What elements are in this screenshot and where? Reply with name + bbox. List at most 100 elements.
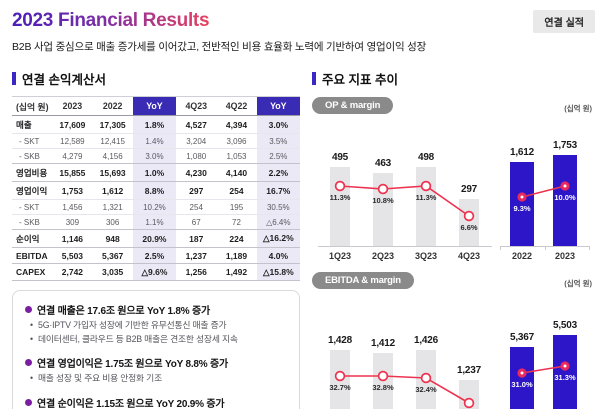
bar-value-label: 5,367 xyxy=(509,332,535,343)
table-cell: 8.8% xyxy=(132,181,177,200)
table-cell: 1,256 xyxy=(185,267,207,277)
chart-bar xyxy=(459,380,479,409)
table-cell: 4,156 xyxy=(102,151,123,161)
slide-header: 2023 Financial Results 연결 실적 B2B 사업 중심으로… xyxy=(0,0,600,54)
margin-percent-label: 6.6% xyxy=(460,223,478,232)
table-cell: 5,367 xyxy=(102,250,124,261)
x-axis-label: 4Q23 xyxy=(457,251,481,261)
chart-bar xyxy=(416,350,436,409)
highlight-item: 연결 영업이익은 1.75조 원으로 YoY 8.8% 증가 매출 성장 및 주… xyxy=(25,355,287,386)
row-label: - SKB xyxy=(19,151,40,161)
table-cell: 1.4% xyxy=(132,133,177,149)
table-cell: 3.0% xyxy=(256,115,300,134)
table-row: - SKT 1,456 1,321 10.2% 254 195 30.5% xyxy=(12,199,300,215)
row-label: 순이익 xyxy=(16,233,40,244)
table-cell: 195 xyxy=(229,202,244,212)
margin-percent-label: 9.3% xyxy=(513,204,531,213)
content-columns: 연결 손익계산서 (십억 원) 2023 2022 YoY 4Q23 4Q22 YoY 매출… xyxy=(0,69,600,409)
table-cell: 948 xyxy=(105,233,120,244)
table-row: - SKT 12,589 12,415 1.4% 3,204 3,096 3.5% xyxy=(12,133,300,149)
highlight-title: 연결 매출은 17.6조 원으로 YoY 1.8% 증가 xyxy=(25,302,287,317)
unit-label-op: (십억 원) xyxy=(564,104,592,113)
column-header: 2023 xyxy=(62,101,83,111)
table-cell: 12,415 xyxy=(100,136,125,146)
highlight-title: 연결 영업이익은 1.75조 원으로 YoY 8.8% 증가 xyxy=(25,355,287,370)
axis-tick xyxy=(545,246,546,250)
column-header: YoY xyxy=(132,96,177,116)
table-cell: 67 xyxy=(191,217,201,227)
op-margin-chart-header: OP & margin (십억 원) xyxy=(312,96,592,114)
page-title: 2023 Financial Results xyxy=(12,10,210,31)
chart-bar xyxy=(373,353,393,409)
highlight-sub-item: 5G·IPTV 가입자 성장에 기반한 유무선통신 매출 증가 xyxy=(25,319,287,333)
table-cell: 1,146 xyxy=(61,233,84,244)
section-key-indicators: 주요 지표 추이 xyxy=(312,69,592,88)
highlights-box: 연결 매출은 17.6조 원으로 YoY 1.8% 증가 5G·IPTV 가입자… xyxy=(12,290,300,409)
table-cell: 12,589 xyxy=(60,136,85,146)
table-row: 영업이익 1,753 1,612 8.8% 297 254 16.7% xyxy=(12,181,300,200)
table-cell: △15.8% xyxy=(256,263,300,281)
column-header: YoY xyxy=(256,96,300,116)
chart-bar xyxy=(553,335,577,409)
table-cell: 1,456 xyxy=(62,202,83,212)
margin-percent-label: 31.0% xyxy=(511,380,533,389)
table-cell: 4.0% xyxy=(256,247,300,264)
table-cell: 20.9% xyxy=(132,229,177,248)
section-accent-bar xyxy=(312,72,316,85)
table-row: EBITDA 5,503 5,367 2.5% 1,237 1,189 4.0% xyxy=(12,247,300,264)
table-cell: 17,609 xyxy=(59,119,86,130)
table-cell: 1,237 xyxy=(185,250,207,261)
chart-title-badge-ebitda: EBITDA & margin xyxy=(312,272,414,289)
bar-value-label: 5,503 xyxy=(552,320,578,331)
row-label: 매출 xyxy=(16,119,32,130)
table-cell: △6.4% xyxy=(256,214,300,230)
table-cell: 1,080 xyxy=(186,151,207,161)
highlight-title: 연결 순이익은 1.15조 원으로 YoY 20.9% 증가 xyxy=(25,395,287,409)
column-header: 2022 xyxy=(102,101,123,111)
table-cell: 1,492 xyxy=(225,267,248,277)
table-row: - SKB 4,279 4,156 3.0% 1,080 1,053 2.5% xyxy=(12,148,300,164)
table-cell: 15,693 xyxy=(99,167,126,178)
bullet-dot-icon xyxy=(25,359,32,367)
x-axis-label: 2022 xyxy=(511,251,533,261)
table-cell: 72 xyxy=(232,217,241,227)
bar-value-label: 1,412 xyxy=(370,338,396,349)
row-label: 영업이익 xyxy=(16,185,48,196)
section-title-left: 연결 손익계산서 xyxy=(22,73,106,87)
table-cell: 297 xyxy=(189,185,204,196)
table-cell: 306 xyxy=(105,217,120,227)
bullet-dot-icon xyxy=(25,306,32,313)
table-row: 영업비용 15,855 15,693 1.0% 4,230 4,140 2.2% xyxy=(12,163,300,182)
margin-percent-label: 10.0% xyxy=(554,193,576,202)
table-cell: △9.6% xyxy=(132,263,177,281)
table-cell: 1.1% xyxy=(132,214,177,230)
axis-tick xyxy=(500,246,501,250)
row-label: - SKB xyxy=(19,217,40,227)
income-statement-table: (십억 원) 2023 2022 YoY 4Q23 4Q22 YoY 매출 17,609 17,… xyxy=(12,96,300,281)
bar-value-label: 495 xyxy=(331,152,349,163)
table-cell: 1,321 xyxy=(102,202,123,212)
margin-percent-label: 32.8% xyxy=(372,383,394,392)
table-row: - SKB 309 306 1.1% 67 72 △6.4% xyxy=(12,214,300,230)
highlight-item: 연결 매출은 17.6조 원으로 YoY 1.8% 증가 5G·IPTV 가입자… xyxy=(25,302,287,346)
row-label: - SKT xyxy=(19,202,40,212)
section-title-right: 주요 지표 추이 xyxy=(322,73,398,87)
bar-value-label: 297 xyxy=(460,184,478,195)
table-cell: 309 xyxy=(65,217,80,227)
chart-bar xyxy=(510,162,534,246)
chart-bar xyxy=(330,167,350,246)
table-cell: 2.5% xyxy=(132,247,177,264)
table-cell: 4,230 xyxy=(185,167,207,178)
margin-percent-label: 10.8% xyxy=(372,196,394,205)
bar-value-label: 1,428 xyxy=(327,335,353,346)
table-cell: 187 xyxy=(189,233,204,244)
table-cell: 1,189 xyxy=(225,250,248,261)
consolidated-results-badge: 연결 실적 xyxy=(533,10,595,33)
highlight-item: 연결 순이익은 1.15조 원으로 YoY 20.9% 증가 Joby Avia… xyxy=(25,395,287,409)
margin-percent-label: 32.4% xyxy=(415,385,437,394)
table-cell: 4,279 xyxy=(62,151,83,161)
table-cell: 3,204 xyxy=(186,136,207,146)
unit-label-ebitda: (십억 원) xyxy=(564,279,592,288)
table-cell: 16.7% xyxy=(256,181,300,200)
table-cell: 4,527 xyxy=(185,119,207,130)
